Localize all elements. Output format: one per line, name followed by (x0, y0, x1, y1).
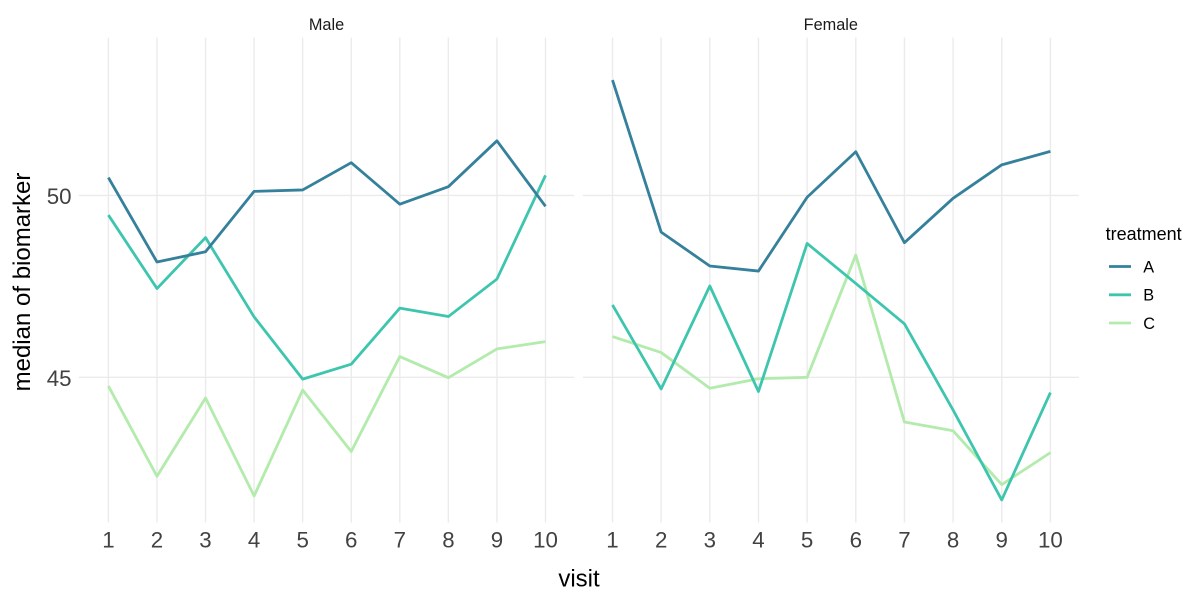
svg-text:treatment: treatment (1106, 224, 1182, 244)
svg-text:3: 3 (704, 528, 716, 553)
svg-text:6: 6 (345, 528, 357, 553)
svg-text:9: 9 (995, 528, 1007, 553)
svg-text:50: 50 (47, 184, 72, 209)
svg-text:visit: visit (558, 565, 600, 592)
svg-text:8: 8 (442, 528, 454, 553)
svg-text:10: 10 (533, 528, 558, 553)
svg-text:8: 8 (947, 528, 959, 553)
svg-text:median of biomarker: median of biomarker (9, 173, 36, 392)
svg-text:7: 7 (898, 528, 910, 553)
svg-text:10: 10 (1038, 528, 1063, 553)
svg-text:5: 5 (801, 528, 813, 553)
svg-text:2: 2 (655, 528, 667, 553)
svg-text:Male: Male (309, 16, 344, 34)
svg-text:45: 45 (47, 366, 72, 391)
svg-text:B: B (1143, 287, 1154, 305)
svg-text:7: 7 (394, 528, 406, 553)
svg-text:4: 4 (248, 528, 260, 553)
svg-text:5: 5 (296, 528, 308, 553)
svg-text:C: C (1143, 315, 1155, 333)
svg-text:6: 6 (850, 528, 862, 553)
svg-text:9: 9 (491, 528, 503, 553)
svg-text:Female: Female (804, 16, 858, 34)
svg-text:2: 2 (151, 528, 163, 553)
svg-text:1: 1 (102, 528, 114, 553)
svg-text:3: 3 (199, 528, 211, 553)
svg-text:A: A (1143, 258, 1154, 276)
svg-text:1: 1 (606, 528, 618, 553)
svg-text:4: 4 (752, 528, 764, 553)
